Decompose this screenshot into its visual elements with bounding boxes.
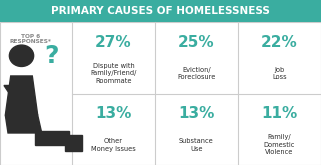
Text: 13%: 13% (178, 106, 215, 121)
Text: Job
Loss: Job Loss (272, 67, 287, 80)
Text: PRIMARY CAUSES OF HOMELESSNESS: PRIMARY CAUSES OF HOMELESSNESS (51, 6, 270, 16)
Text: Substance
Use: Substance Use (179, 138, 214, 152)
Polygon shape (5, 76, 38, 115)
Bar (0, 0, 321, 22)
Text: Family/
Domestic
Violence: Family/ Domestic Violence (264, 134, 295, 155)
Polygon shape (5, 115, 42, 133)
Text: TOP 6
RESPONSES*: TOP 6 RESPONSES* (9, 33, 51, 44)
Text: 27%: 27% (95, 34, 132, 50)
Text: Eviction/
Foreclosure: Eviction/ Foreclosure (177, 67, 216, 80)
Text: ?: ? (45, 44, 59, 68)
Text: 22%: 22% (261, 34, 298, 50)
Polygon shape (35, 131, 69, 145)
Text: Other
Money Issues: Other Money Issues (91, 138, 136, 152)
Polygon shape (65, 135, 82, 151)
Ellipse shape (9, 45, 34, 66)
Bar (0, 22, 321, 165)
Text: 13%: 13% (95, 106, 132, 121)
Polygon shape (4, 85, 32, 112)
Text: 25%: 25% (178, 34, 215, 50)
Text: Dispute with
Family/Friend/
Roommate: Dispute with Family/Friend/ Roommate (90, 63, 137, 84)
Text: 11%: 11% (261, 106, 298, 121)
